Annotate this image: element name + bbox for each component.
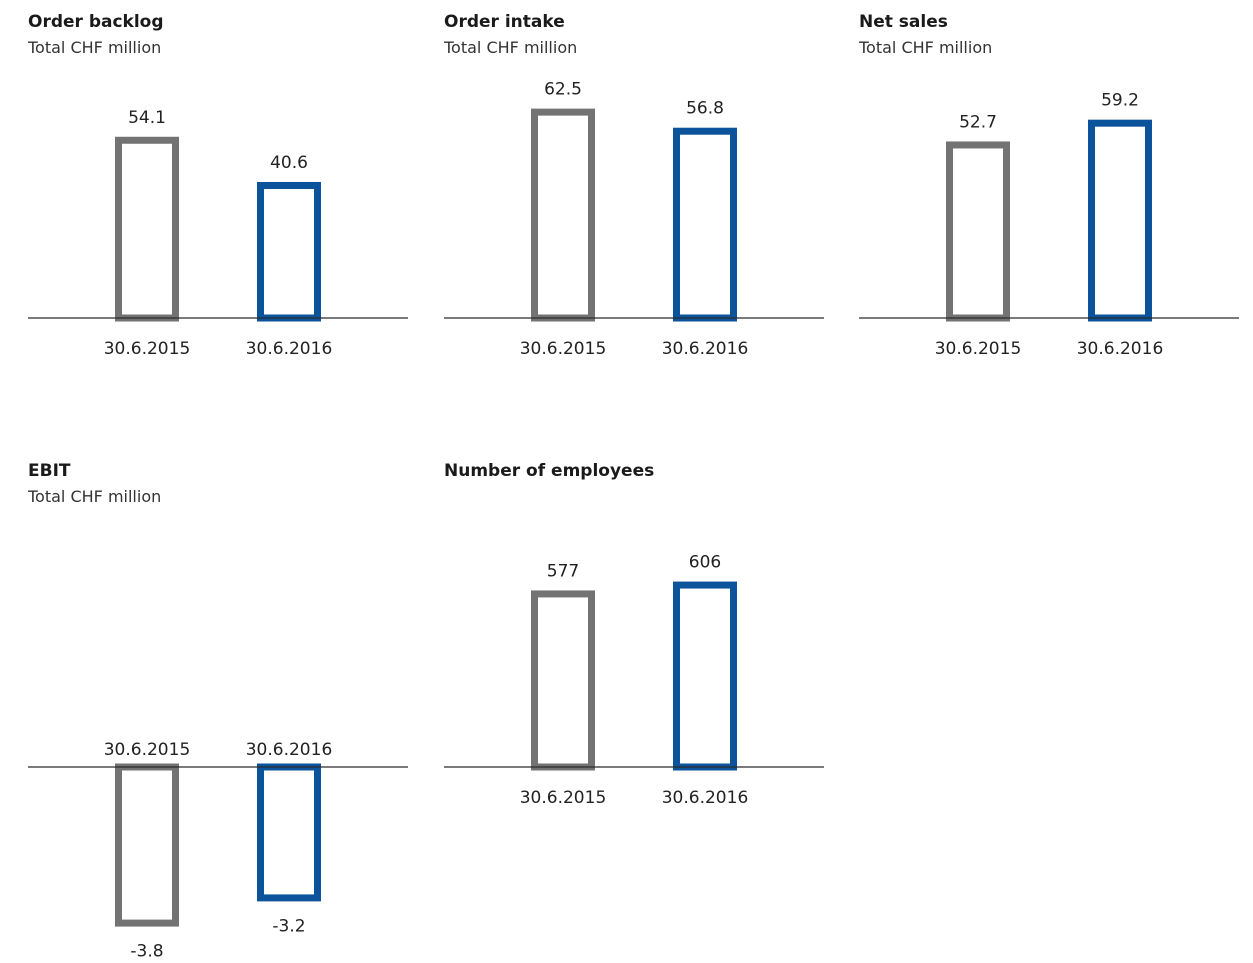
data-label: 52.7	[959, 112, 997, 132]
data-label: 62.5	[544, 80, 582, 100]
data-label: 56.8	[686, 99, 724, 119]
chart-panel: Net sales Total CHF million 52.7 30.6.2015 5…	[858, 12, 1239, 359]
tick-label: 30.6.2015	[520, 339, 607, 359]
bar	[531, 590, 595, 771]
chart-panel: Number of employees 577 30.6.2015 606 30.6.2…	[444, 461, 824, 808]
data-label: 577	[547, 561, 579, 581]
data-label: -3.8	[130, 942, 163, 962]
chart-subtitle: Total CHF million	[443, 38, 577, 57]
chart-subtitle: Total CHF million	[27, 487, 161, 506]
bar	[673, 581, 737, 771]
tick-label: 30.6.2016	[246, 740, 333, 760]
bar	[1088, 119, 1152, 322]
chart-subtitle: Total CHF million	[27, 38, 161, 57]
bar	[115, 136, 179, 322]
chart-panel: EBIT Total CHF million -3.8 30.6.2015 -3.2 30…	[27, 461, 408, 962]
chart-subtitle: Total CHF million	[858, 38, 992, 57]
bar	[257, 181, 321, 322]
chart-title: Order intake	[444, 12, 565, 32]
tick-label: 30.6.2016	[662, 339, 749, 359]
data-label: 59.2	[1101, 91, 1139, 111]
data-label: -3.2	[272, 916, 305, 936]
tick-label: 30.6.2016	[1077, 339, 1164, 359]
chart-title: Net sales	[859, 12, 948, 32]
data-label: 40.6	[270, 153, 308, 173]
chart-title: Order backlog	[28, 12, 164, 32]
bar	[115, 763, 179, 927]
chart-panel: Order intake Total CHF million 62.5 30.6.20…	[443, 12, 824, 359]
chart-title: EBIT	[28, 461, 71, 481]
chart-panel: Order backlog Total CHF million 54.1 30.6.2…	[27, 12, 408, 359]
bar	[257, 763, 321, 902]
chart-title: Number of employees	[444, 461, 654, 481]
data-label: 606	[689, 553, 721, 573]
tick-label: 30.6.2015	[520, 788, 607, 808]
bar	[531, 108, 595, 322]
tick-label: 30.6.2016	[662, 788, 749, 808]
tick-label: 30.6.2015	[104, 740, 191, 760]
tick-label: 30.6.2015	[935, 339, 1022, 359]
tick-label: 30.6.2016	[246, 339, 333, 359]
bar	[946, 141, 1010, 322]
data-label: 54.1	[128, 108, 166, 128]
bar	[673, 127, 737, 322]
tick-label: 30.6.2015	[104, 339, 191, 359]
